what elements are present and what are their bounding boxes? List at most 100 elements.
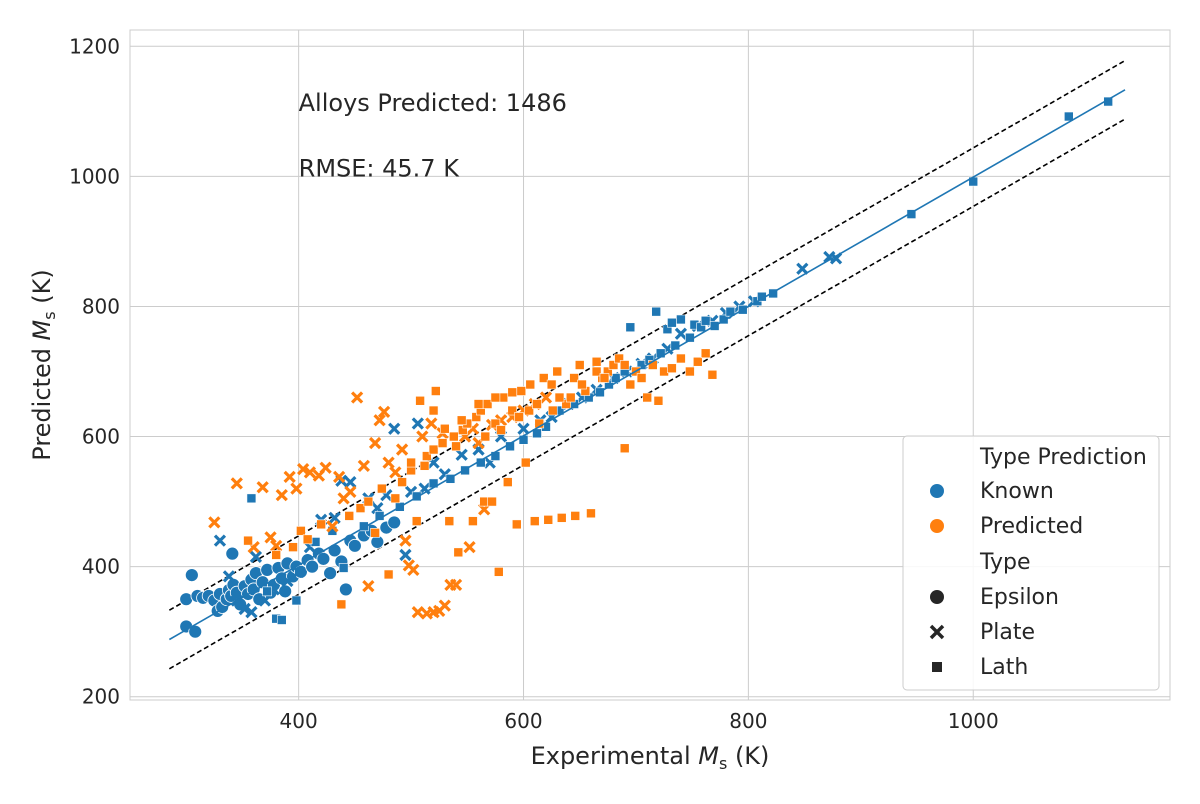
predicted-lath-point [344,511,355,521]
predicted-plate-point [438,599,451,612]
predicted-lath-point [525,379,536,390]
predicted-plate-point [395,443,409,456]
predicted-lath-point [444,516,455,526]
predicted-lath-point [507,405,518,416]
known-lath-point [445,474,456,484]
known-epsilon-point [323,566,338,581]
known-epsilon-point [225,546,240,561]
predicted-lath-point [419,461,430,471]
predicted-plate-point [399,534,412,547]
predicted-lath-point [570,511,581,521]
predicted-lath-point [390,493,401,504]
tick-labels: 400 600 800 1000 200 400 600 800 1000 1200 [69,34,999,733]
predicted-plate-point [297,462,310,476]
known-plate-point [517,422,530,435]
y-tick-label: 600 [82,425,120,449]
annotation-rmse: RMSE: 45.7 K [299,154,461,182]
predicted-lath-point [554,392,565,403]
x-axis-label-subscript: s [719,754,727,773]
predicted-plate-point [319,461,332,474]
predicted-lath-point [271,550,281,560]
predicted-lath-point [397,477,407,487]
predicted-plate-point [425,417,438,430]
predicted-lath-point [546,379,557,390]
predicted-plate-point [344,485,357,498]
predicted-lath-point [547,405,558,416]
annotations: Alloys Predicted: 1486 RMSE: 45.7 K [299,89,567,183]
predicted-lath-point [614,353,624,364]
known-plate-point [245,606,258,619]
predicted-lath-point [453,547,464,558]
known-plate-point [281,574,294,588]
known-lath-point [651,306,661,317]
known-epsilon-point [347,538,362,553]
predicted-lath-point [625,379,636,390]
predicted-lath-point [692,356,703,367]
predicted-lath-point [383,569,394,580]
predicted-lath-point [619,360,630,370]
predicted-plate-point [449,578,463,591]
predicted-lath-point [449,431,459,442]
known-plate-point [328,511,341,524]
x-tick-label: 800 [729,709,767,733]
predicted-plate-point [416,430,429,443]
predicted-plate-point [411,606,424,619]
predicted-plate-point [290,482,303,495]
predicted-lath-point [653,395,664,406]
predicted-plate-point [350,391,364,404]
y-axis-label-subscript: s [40,311,59,319]
legend-plate-label: Plate [980,620,1035,645]
predicted-lath-point [468,516,478,526]
predicted-plate-point [332,470,346,484]
x-axis-label: Experimental Ms (K) [531,742,770,773]
predicted-lath-point [243,535,253,546]
predicted-lath-point [707,369,718,380]
y-axis-label-unit: (K) [28,269,56,311]
legend-predicted-marker [930,519,944,533]
predicted-plate-point [389,466,402,479]
y-axis-label-symbol: M [28,319,56,340]
legend-lath-label: Lath [980,655,1028,680]
known-epsilon-point [387,515,402,530]
known-lath-point [700,315,711,326]
y-tick-label: 1200 [69,34,120,58]
known-plate-point [222,570,236,583]
predicted-lath-point [415,395,425,406]
known-lath-point [262,586,272,597]
x-axis-label-unit: (K) [727,742,769,770]
known-lath-point [246,493,257,504]
predicted-lath-point [431,386,441,396]
known-plate-point [796,262,809,275]
legend-predicted-label: Predicted [980,514,1083,539]
known-lath-point [667,317,677,328]
predicted-plate-point [407,563,420,577]
y-tick-label: 800 [82,294,120,318]
known-plate-point [411,417,424,430]
predicted-lath-point [502,477,513,487]
known-plate-point [388,422,401,435]
predicted-lath-point [440,423,450,434]
known-epsilon-point [260,563,275,577]
known-lath-point [906,209,917,219]
y-axis-label-prefix: Predicted [28,340,56,460]
predicted-lath-point [422,451,432,461]
data-points [168,89,1126,641]
predicted-lath-point [336,599,347,610]
predicted-lath-point [406,457,416,468]
legend-style-title: Type [979,550,1031,575]
predicted-lath-point [377,483,387,494]
known-plate-point [249,550,263,564]
predicted-lath-point [493,567,504,577]
y-tick-label: 400 [82,555,120,579]
known-epsilon-point [305,559,320,574]
predicted-lath-point [552,366,563,377]
predicted-plate-point [326,520,339,533]
predicted-lath-point [437,438,448,448]
known-plate-point [213,534,227,547]
x-tick-label: 600 [504,709,542,733]
predicted-lath-point [667,363,677,374]
predicted-lath-point [529,516,540,526]
y-tick-label: 200 [82,685,120,709]
predicted-lath-point [514,412,524,422]
